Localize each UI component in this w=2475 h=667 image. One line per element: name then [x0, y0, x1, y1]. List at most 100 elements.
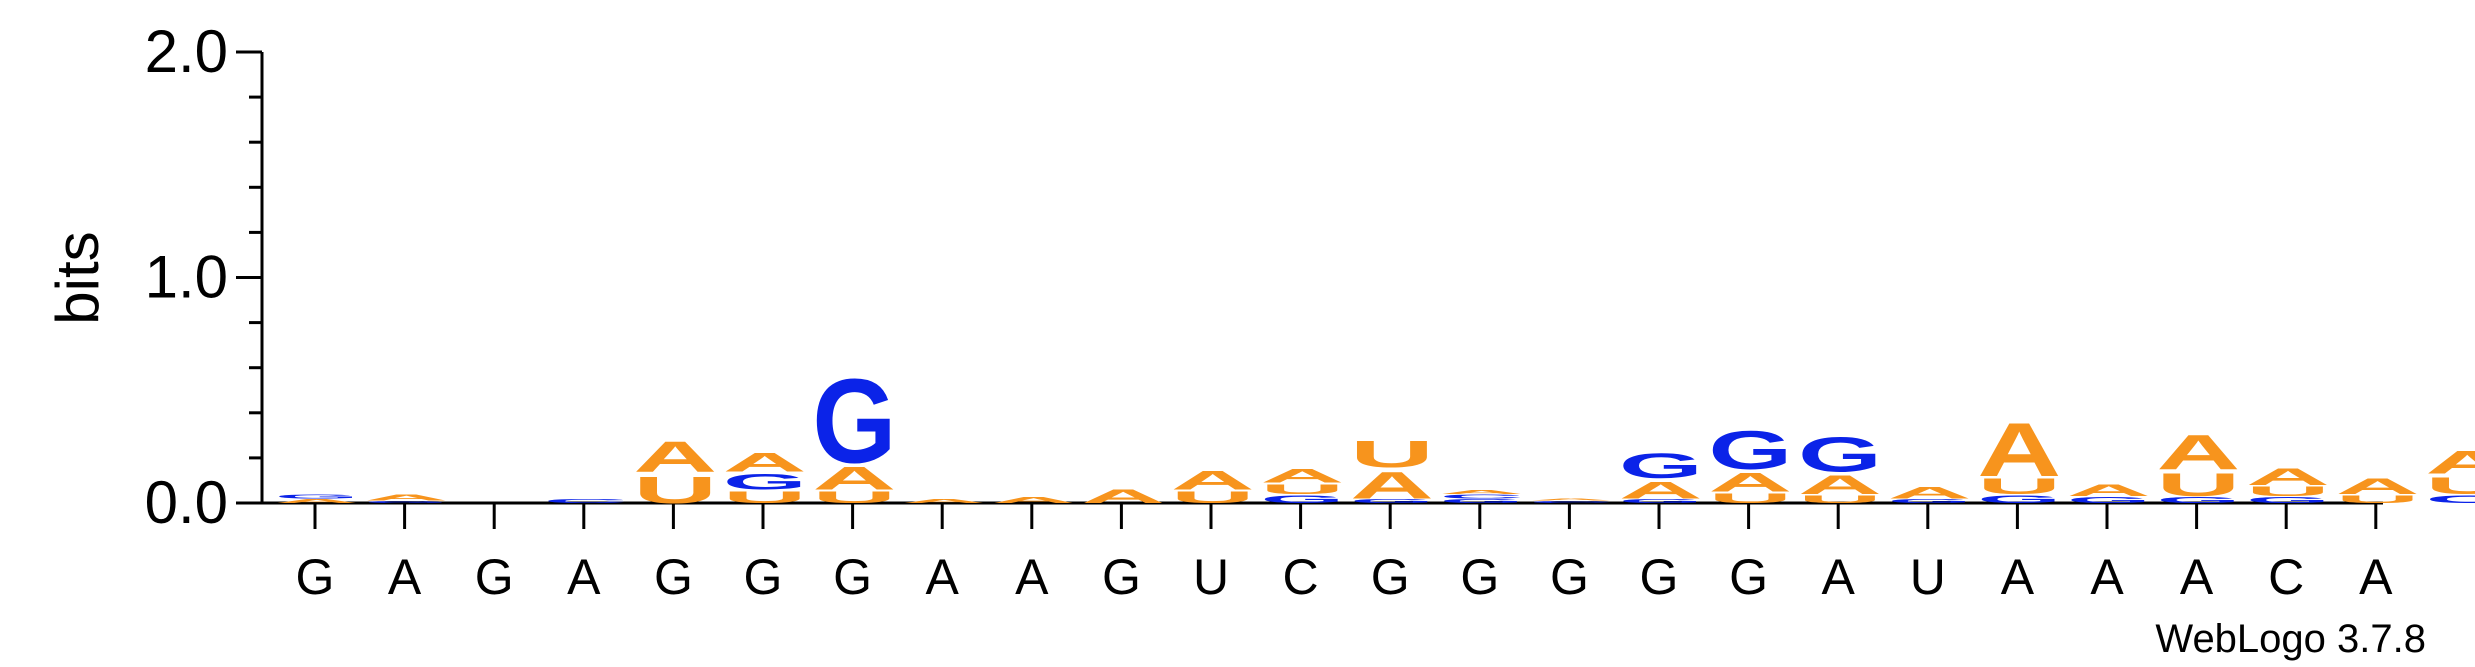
logo-letter-G: G	[1260, 493, 1344, 505]
logo-letter-G: G	[275, 494, 359, 500]
logo-letter-G: G	[812, 355, 896, 488]
logo-letter-A: A	[2156, 425, 2240, 480]
weblogo-credit: WebLogo 3.7.8	[2155, 617, 2426, 661]
logo-letter-U: U	[1260, 482, 1344, 497]
logo-stack: UA	[2336, 474, 2420, 505]
logo-stack: GCA	[1440, 489, 1524, 504]
logo-letter-A: A	[2336, 474, 2420, 498]
y-tick-label: 1.0	[145, 244, 228, 311]
logo-letter-A: A	[902, 498, 986, 504]
logo-stack: GUA	[1260, 466, 1344, 506]
logo-stack: UA	[633, 432, 717, 511]
y-axis-label: bits	[44, 231, 111, 324]
logo-stack: A	[902, 498, 986, 504]
logo-letter-A: A	[723, 447, 807, 477]
logo-letter-G: G	[1619, 498, 1703, 504]
consensus-letter: C	[2268, 549, 2304, 605]
logo-letter-G: G	[1708, 421, 1792, 481]
logo-letter-U: U	[812, 488, 896, 506]
logo-letter-C: C	[544, 498, 628, 504]
logo-letter-G: G	[1888, 498, 1972, 504]
logo-letter-A: A	[1350, 465, 1434, 507]
logo-letter-A: A	[1171, 465, 1255, 495]
consensus-letter: G	[654, 549, 693, 605]
consensus-letter: U	[1193, 549, 1229, 605]
logo-stack: UGA	[723, 447, 807, 507]
logo-letter-C: C	[1440, 494, 1524, 500]
logo-letter-A: A	[1440, 489, 1524, 495]
consensus-letter: A	[2090, 549, 2124, 605]
logo-letter-U: U	[2156, 467, 2240, 503]
consensus-letter: A	[2001, 549, 2035, 605]
consensus-letter: G	[833, 549, 872, 605]
logo-letter-A: A	[1619, 476, 1703, 503]
consensus-letter: G	[1640, 549, 1679, 605]
logo-stack: GUA	[2156, 425, 2240, 505]
logo-letter-G: G	[2067, 496, 2151, 505]
logo-letter-A: A	[1798, 469, 1882, 499]
logo-letter-U: U	[1708, 491, 1792, 506]
logo-letter-A: A	[364, 493, 448, 502]
logo-letter-A: A	[812, 460, 896, 496]
logo-letter-U: U	[723, 488, 807, 506]
consensus-letter: G	[1102, 549, 1141, 605]
logo-letter-C: C	[2425, 493, 2475, 505]
logo-stack: GUA	[2246, 463, 2330, 505]
logo-stack: A	[992, 496, 1076, 505]
consensus-letter: A	[2180, 549, 2214, 605]
consensus-letter: A	[567, 549, 601, 605]
logo-letter-A: A	[275, 498, 359, 504]
logo-letter-A: A	[1708, 467, 1792, 497]
logo-letter-G: G	[1798, 427, 1882, 482]
y-tick-label: 2.0	[145, 18, 228, 85]
logo-letter-A: A	[2425, 445, 2475, 481]
logo-letter-G: G	[1440, 498, 1524, 504]
logo-stack: C	[544, 498, 628, 504]
consensus-letter: G	[1460, 549, 1499, 605]
logo-letter-A: A	[633, 432, 717, 481]
logo-letter-A: A	[1888, 484, 1972, 502]
logo-letter-A: A	[1977, 407, 2061, 492]
logo-letter-G: G	[1350, 498, 1434, 504]
logo-letter-U: U	[1977, 474, 2061, 498]
consensus-letter: G	[1371, 549, 1410, 605]
logo-stack: UAG	[1798, 427, 1882, 505]
y-ticks: 0.0 1.0 2.0	[145, 18, 262, 536]
consensus-letter: A	[388, 549, 422, 605]
logo-letter-U: U	[1350, 433, 1434, 475]
logo-letter-G: G	[2246, 496, 2330, 505]
logo-stack: GA	[2067, 481, 2151, 504]
consensus-letter: G	[296, 549, 335, 605]
logo-letter-U: U	[2425, 472, 2475, 499]
logo-letter-A: A	[1529, 498, 1613, 501]
logo-stack: A	[1081, 486, 1165, 507]
logo-letter-A: A	[1081, 486, 1165, 507]
logo-letter-U: U	[633, 469, 717, 511]
logo-letter-A: A	[2246, 463, 2330, 490]
logo-stack: GAG	[1619, 446, 1703, 504]
y-axis: 0.0 1.0 2.0 bits	[44, 18, 264, 536]
logo-letter-A: A	[992, 496, 1076, 505]
logo-letter-A: A	[2067, 481, 2151, 499]
consensus-letter: A	[1015, 549, 1049, 605]
logo-stack: GUA	[1977, 407, 2061, 505]
consensus-letter: G	[1729, 549, 1768, 605]
logo-stack: GA	[1888, 484, 1972, 504]
consensus-letter: A	[1822, 549, 1856, 605]
consensus-letter: U	[1910, 549, 1946, 605]
logo-stack: AG	[275, 494, 359, 505]
logo-letter-U: U	[2246, 484, 2330, 499]
logo-letter-G: G	[364, 501, 448, 504]
logo-stack: CUA	[2425, 445, 2475, 506]
logo-letter-G: G	[1619, 446, 1703, 486]
consensus-letter: A	[926, 549, 960, 605]
x-ticks	[313, 503, 2378, 529]
logo-letter-G: G	[2156, 496, 2240, 505]
logo-letter-U: U	[1798, 493, 1882, 505]
consensus-letter: A	[2359, 549, 2393, 605]
logo-letter-G: G	[723, 470, 807, 495]
logo-stack: UAG	[812, 355, 896, 506]
consensus-letter: G	[744, 549, 783, 605]
